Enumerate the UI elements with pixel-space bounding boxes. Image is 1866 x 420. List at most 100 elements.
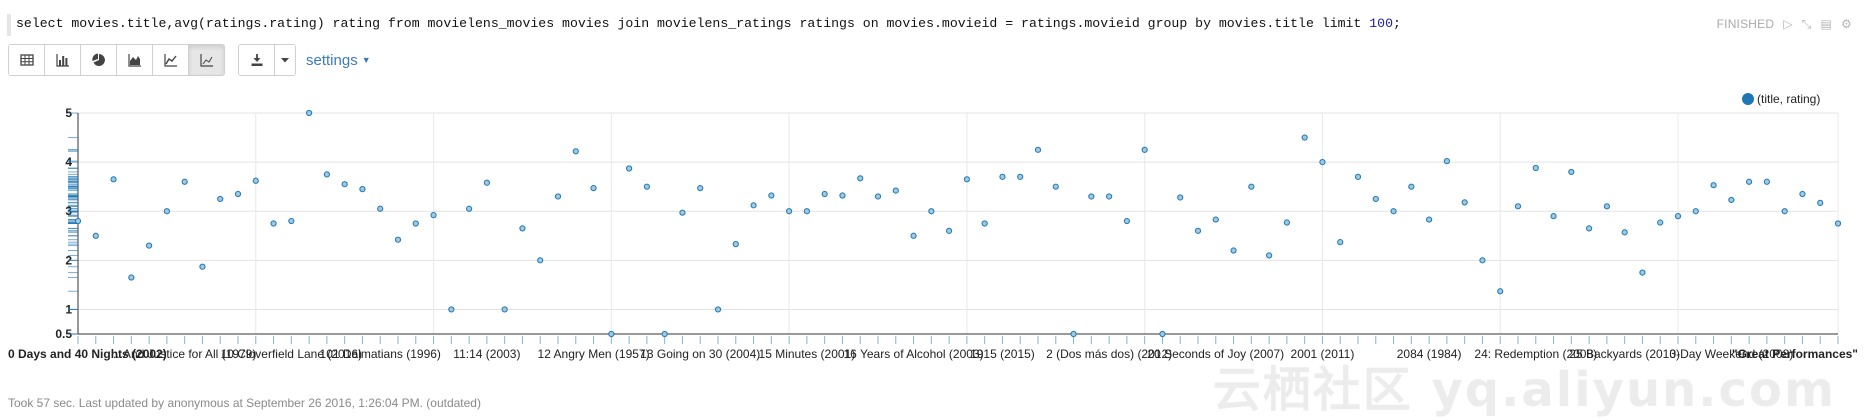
x-tick-label: "Great Performances" [1732,347,1858,361]
scatter-point [1283,219,1290,226]
caret-down-icon [281,58,289,63]
area-chart-button[interactable] [117,45,153,75]
scatter-point [1372,195,1379,203]
x-tick-label: 2001 (2011) [1291,347,1355,361]
scatter-point [74,217,82,225]
scatter-point [448,306,455,313]
scatter-point [821,190,828,198]
scatter-point [999,173,1006,180]
scatter-chart-button[interactable] [189,45,224,75]
scatter-point [786,208,793,215]
scatter-point [1034,146,1042,153]
scatter-point [1550,213,1557,220]
scatter-point [803,208,810,215]
x-tick-label: 24: Redemption (2008) [1474,347,1597,361]
x-tick-label: 3-Day Weekend (2008) [1669,347,1793,361]
visualization-toolbar: settings ▼ [8,44,371,76]
table-chart-button[interactable] [9,45,45,75]
scatter-point [1194,227,1202,234]
scatter-point [1266,252,1273,259]
scatter-point [1657,219,1664,226]
scatter-point [92,232,99,239]
x-tick-label: 25 Backyards (2010) [1569,347,1680,361]
scatter-point [359,186,366,193]
x-tick-label: 2 (Dos más dos) (2012) [1046,347,1172,361]
scatter-point [1177,194,1184,201]
scatter-point [1479,257,1486,264]
scatter-point [1248,183,1255,190]
scatter-point [874,193,882,200]
scatter-chart: 0.5123450 Days and 40 Nights (2002)...An… [0,82,1866,367]
x-tick-label: 16 Years of Alcohol (2003) [844,347,984,361]
scatter-point [928,208,935,215]
scatter-point [519,225,526,232]
x-tick-label: 15 Minutes (2001) [759,347,856,361]
run-icon[interactable]: ▷ [1783,17,1793,31]
scatter-point [128,274,135,281]
scatter-point [1514,203,1522,210]
table-icon [19,54,34,66]
scatter-point [1621,229,1628,236]
scatter-point [1692,208,1699,215]
scatter-point [1230,247,1237,254]
scatter-point [1781,208,1788,215]
scatter-point [1212,216,1219,223]
scatter-point [1390,208,1397,215]
scatter-point [412,220,419,227]
paragraph-footer: Took 57 sec. Last updated by anonymous a… [8,396,481,410]
scatter-point [626,165,633,172]
watermark-text: 云栖社区 yq.aliyun.com [1212,362,1836,418]
scatter-point [1443,158,1450,165]
scatter-point [306,109,313,117]
scatter-point [590,185,597,192]
scatter-point [1586,225,1593,232]
scatter-point [146,242,153,249]
scatter-point [946,227,953,234]
paragraph-controls: FINISHED ▷ ⤡ ▤ ⚙ [1717,17,1852,31]
scatter-point [1426,216,1433,223]
scatter-point [1817,199,1824,206]
chart-type-group [8,44,225,76]
expand-icon[interactable]: ⤡ [1801,17,1812,31]
scatter-point [394,236,402,243]
x-tick-label: 11:14 (2003) [453,347,520,361]
status-label: FINISHED [1716,17,1775,31]
settings-dropdown[interactable]: settings ▼ [306,52,371,69]
x-tick-label: 13 Going on 30 (2004) [640,347,760,361]
scatter-point [892,187,899,194]
scatter-point [1461,199,1468,206]
scatter-point [1123,217,1130,225]
scatter-point [181,178,188,185]
scatter-point [1532,164,1539,172]
chart-svg: 0.5123450 Days and 40 Nights (2002)...An… [8,92,1858,361]
scatter-point [430,212,437,219]
scatter-point [1354,173,1362,180]
settings-label: settings [306,51,358,69]
scatter-point [1070,330,1077,338]
pie-chart-icon [91,53,105,66]
scatter-point [341,181,348,188]
scatter-point [1603,203,1610,210]
scatter-point [234,190,242,198]
download-dropdown-toggle[interactable] [275,45,295,75]
scatter-point [1106,193,1113,200]
settings-gear-icon[interactable]: ⚙ [1841,17,1852,31]
scatter-point [1763,178,1770,185]
pie-chart-button[interactable] [81,45,117,75]
scatter-point [1017,173,1024,180]
sql-query-editor[interactable]: select movies.title,avg(ratings.rating) … [16,16,1401,31]
line-chart-button[interactable] [153,45,189,75]
bar-chart-button[interactable] [45,45,81,75]
scatter-point [608,330,615,338]
scatter-chart-icon [199,54,213,67]
paragraph-indicator [7,14,11,36]
scatter-point [110,176,117,183]
scatter-point [483,179,490,186]
table-view-icon[interactable]: ▤ [1820,17,1833,31]
scatter-point [377,205,384,212]
scatter-point [1141,146,1148,153]
scatter-point [1568,168,1575,176]
scatter-point [1159,330,1166,338]
download-button[interactable] [239,45,275,75]
scatter-point [1088,193,1095,200]
